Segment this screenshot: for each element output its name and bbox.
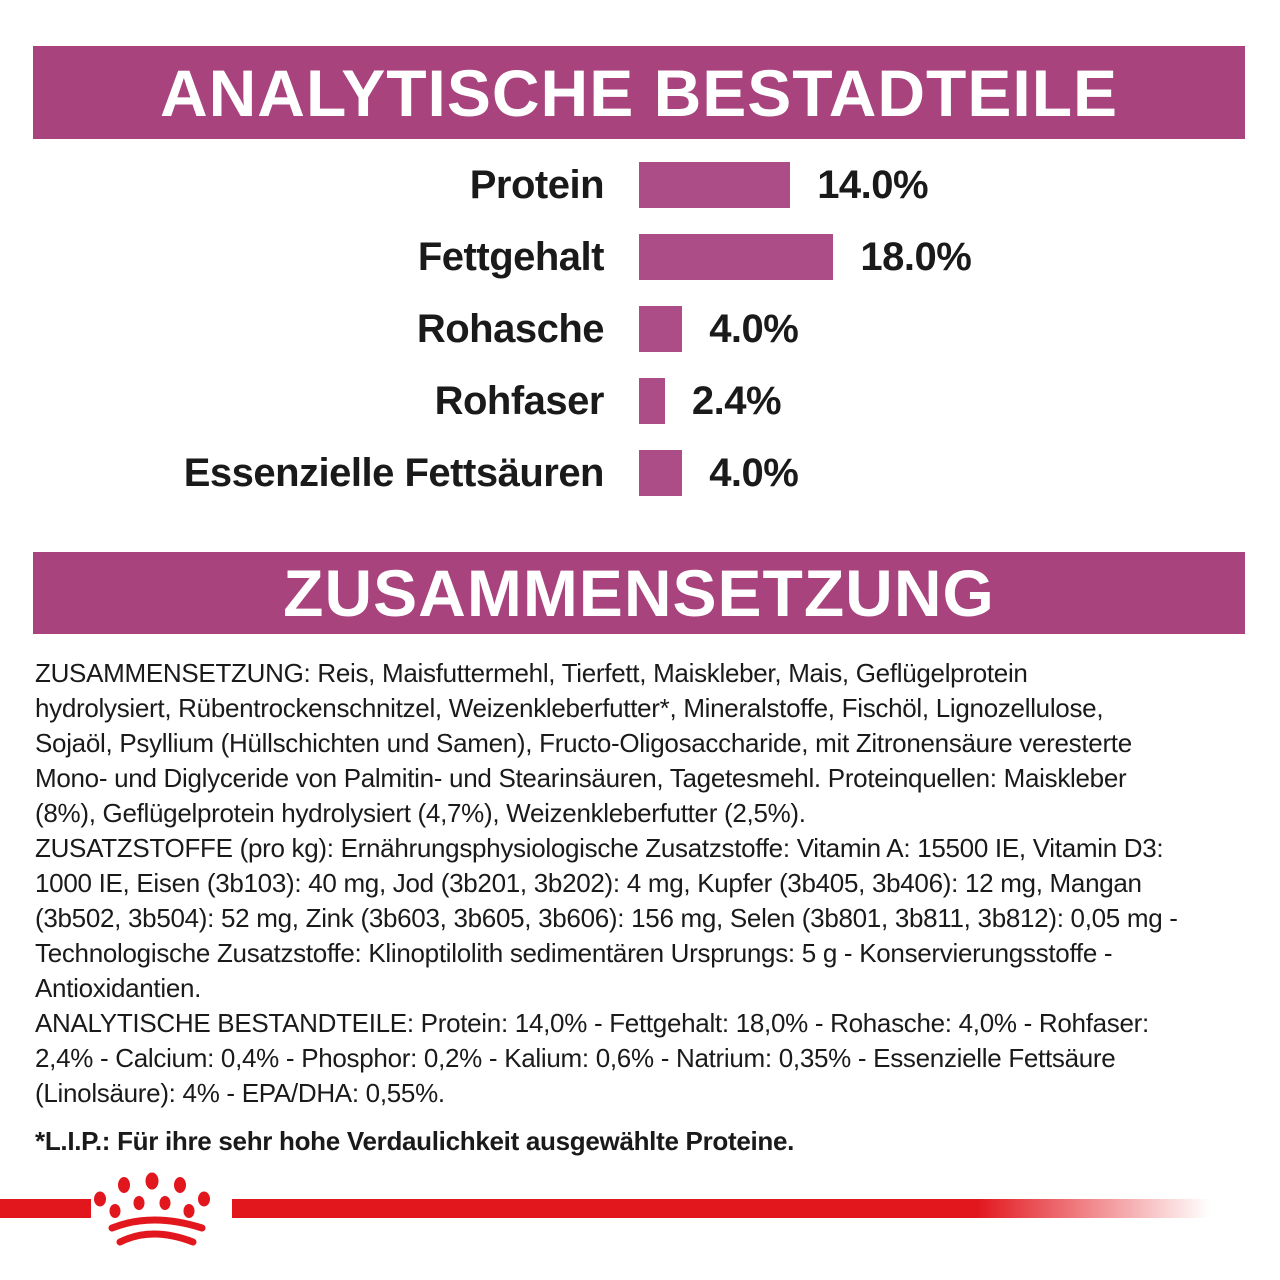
composition-banner: ZUSAMMENSETZUNG xyxy=(33,552,1245,634)
chart-category-label: Essenzielle Fettsäuren xyxy=(183,450,605,495)
chart-row-essenzielle-fettsaeuren: Essenzielle Fettsäuren 4.0% xyxy=(0,437,1280,509)
chart-bar xyxy=(639,234,834,280)
analytical-constituents-title: ANALYTISCHE BESTADTEILE xyxy=(159,55,1119,130)
composition-title: ZUSAMMENSETZUNG xyxy=(283,556,995,630)
chart-row-rohasche: Rohasche 4.0% xyxy=(0,293,1280,365)
composition-text-block: ZUSAMMENSETZUNG: Reis, Maisfuttermehl, T… xyxy=(35,656,1247,1159)
footer-stripe-left xyxy=(0,1199,91,1218)
chart-row-rohfaser: Rohfaser 2.4% xyxy=(0,365,1280,437)
chart-value-label: 4.0% xyxy=(709,450,799,495)
analytische-bestandteile-paragraph: ANALYTISCHE BESTANDTEILE: Protein: 14,0%… xyxy=(35,1008,1149,1108)
chart-category-label: Rohfaser xyxy=(434,378,605,423)
chart-value-label: 18.0% xyxy=(860,234,972,279)
zusammensetzung-paragraph: ZUSAMMENSETZUNG: Reis, Maisfuttermehl, T… xyxy=(35,658,1132,828)
chart-value-label: 2.4% xyxy=(691,378,782,423)
chart-category-label: Rohasche xyxy=(416,306,605,351)
crown-paw-icon xyxy=(94,1172,210,1246)
footer-stripe-right xyxy=(232,1199,1210,1218)
analytical-constituents-banner: ANALYTISCHE BESTADTEILE xyxy=(33,46,1245,139)
chart-bar xyxy=(639,306,683,352)
chart-row-fettgehalt: Fettgehalt 18.0% xyxy=(0,221,1280,293)
chart-category-label: Fettgehalt xyxy=(417,234,605,279)
chart-bar xyxy=(639,378,665,424)
lip-footnote: *L.I.P.: Für ihre sehr hohe Verdaulichke… xyxy=(35,1126,795,1156)
royal-canin-logo xyxy=(88,1172,216,1250)
chart-category-label: Protein xyxy=(469,162,605,207)
chart-bar xyxy=(639,162,791,208)
chart-row-protein: Protein 14.0% xyxy=(0,149,1280,221)
zusatzstoffe-paragraph: ZUSATZSTOFFE (pro kg): Ernährungsphysiol… xyxy=(35,833,1178,1003)
chart-value-label: 4.0% xyxy=(709,306,799,351)
analytical-constituents-bar-chart: Protein 14.0% Fettgehalt 18.0% Rohasche … xyxy=(0,149,1280,509)
chart-value-label: 14.0% xyxy=(817,162,929,207)
chart-bar xyxy=(639,450,683,496)
